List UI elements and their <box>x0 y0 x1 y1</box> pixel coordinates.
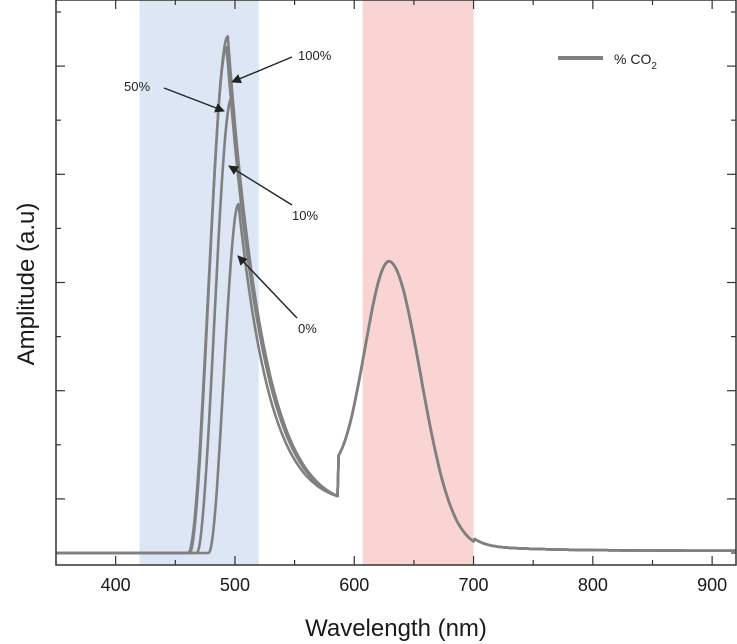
annotation-label-10pct: 10% <box>292 208 318 223</box>
annotation-arrow-0pct <box>237 255 298 319</box>
axis-ticks <box>55 0 736 565</box>
annotation-arrow-10pct <box>228 165 293 206</box>
shaded-region-2 <box>362 0 474 565</box>
y-axis-title: Amplitude (a.u) <box>13 203 40 366</box>
x-tick-label-400: 400 <box>101 575 131 595</box>
x-axis-title: Wavelength (nm) <box>305 615 487 642</box>
peak-annotations: 100% 50% 10% 0% <box>124 48 332 336</box>
legend-label: % CO2 <box>614 51 657 72</box>
spectrum-curves <box>55 35 737 555</box>
shaded-regions <box>139 0 474 565</box>
x-tick-labels: 400 500 600 700 800 900 <box>101 575 728 595</box>
x-tick-label-700: 700 <box>459 575 489 595</box>
annotation-label-50pct: 50% <box>124 79 150 94</box>
plot-frame <box>55 0 737 566</box>
legend-label-text: % CO <box>614 51 651 67</box>
annotation-label-100pct: 100% <box>298 48 332 63</box>
series-line-100pct <box>55 35 737 555</box>
annotation-label-0pct: 0% <box>298 321 317 336</box>
legend: % CO2 <box>558 51 657 72</box>
x-tick-label-500: 500 <box>220 575 250 595</box>
annotation-arrow-50pct <box>163 87 225 113</box>
x-tick-label-600: 600 <box>339 575 369 595</box>
x-tick-label-900: 900 <box>697 575 727 595</box>
annotation-arrow-100pct <box>231 56 293 84</box>
legend-label-subscript: 2 <box>651 61 657 72</box>
x-tick-label-800: 800 <box>578 575 608 595</box>
